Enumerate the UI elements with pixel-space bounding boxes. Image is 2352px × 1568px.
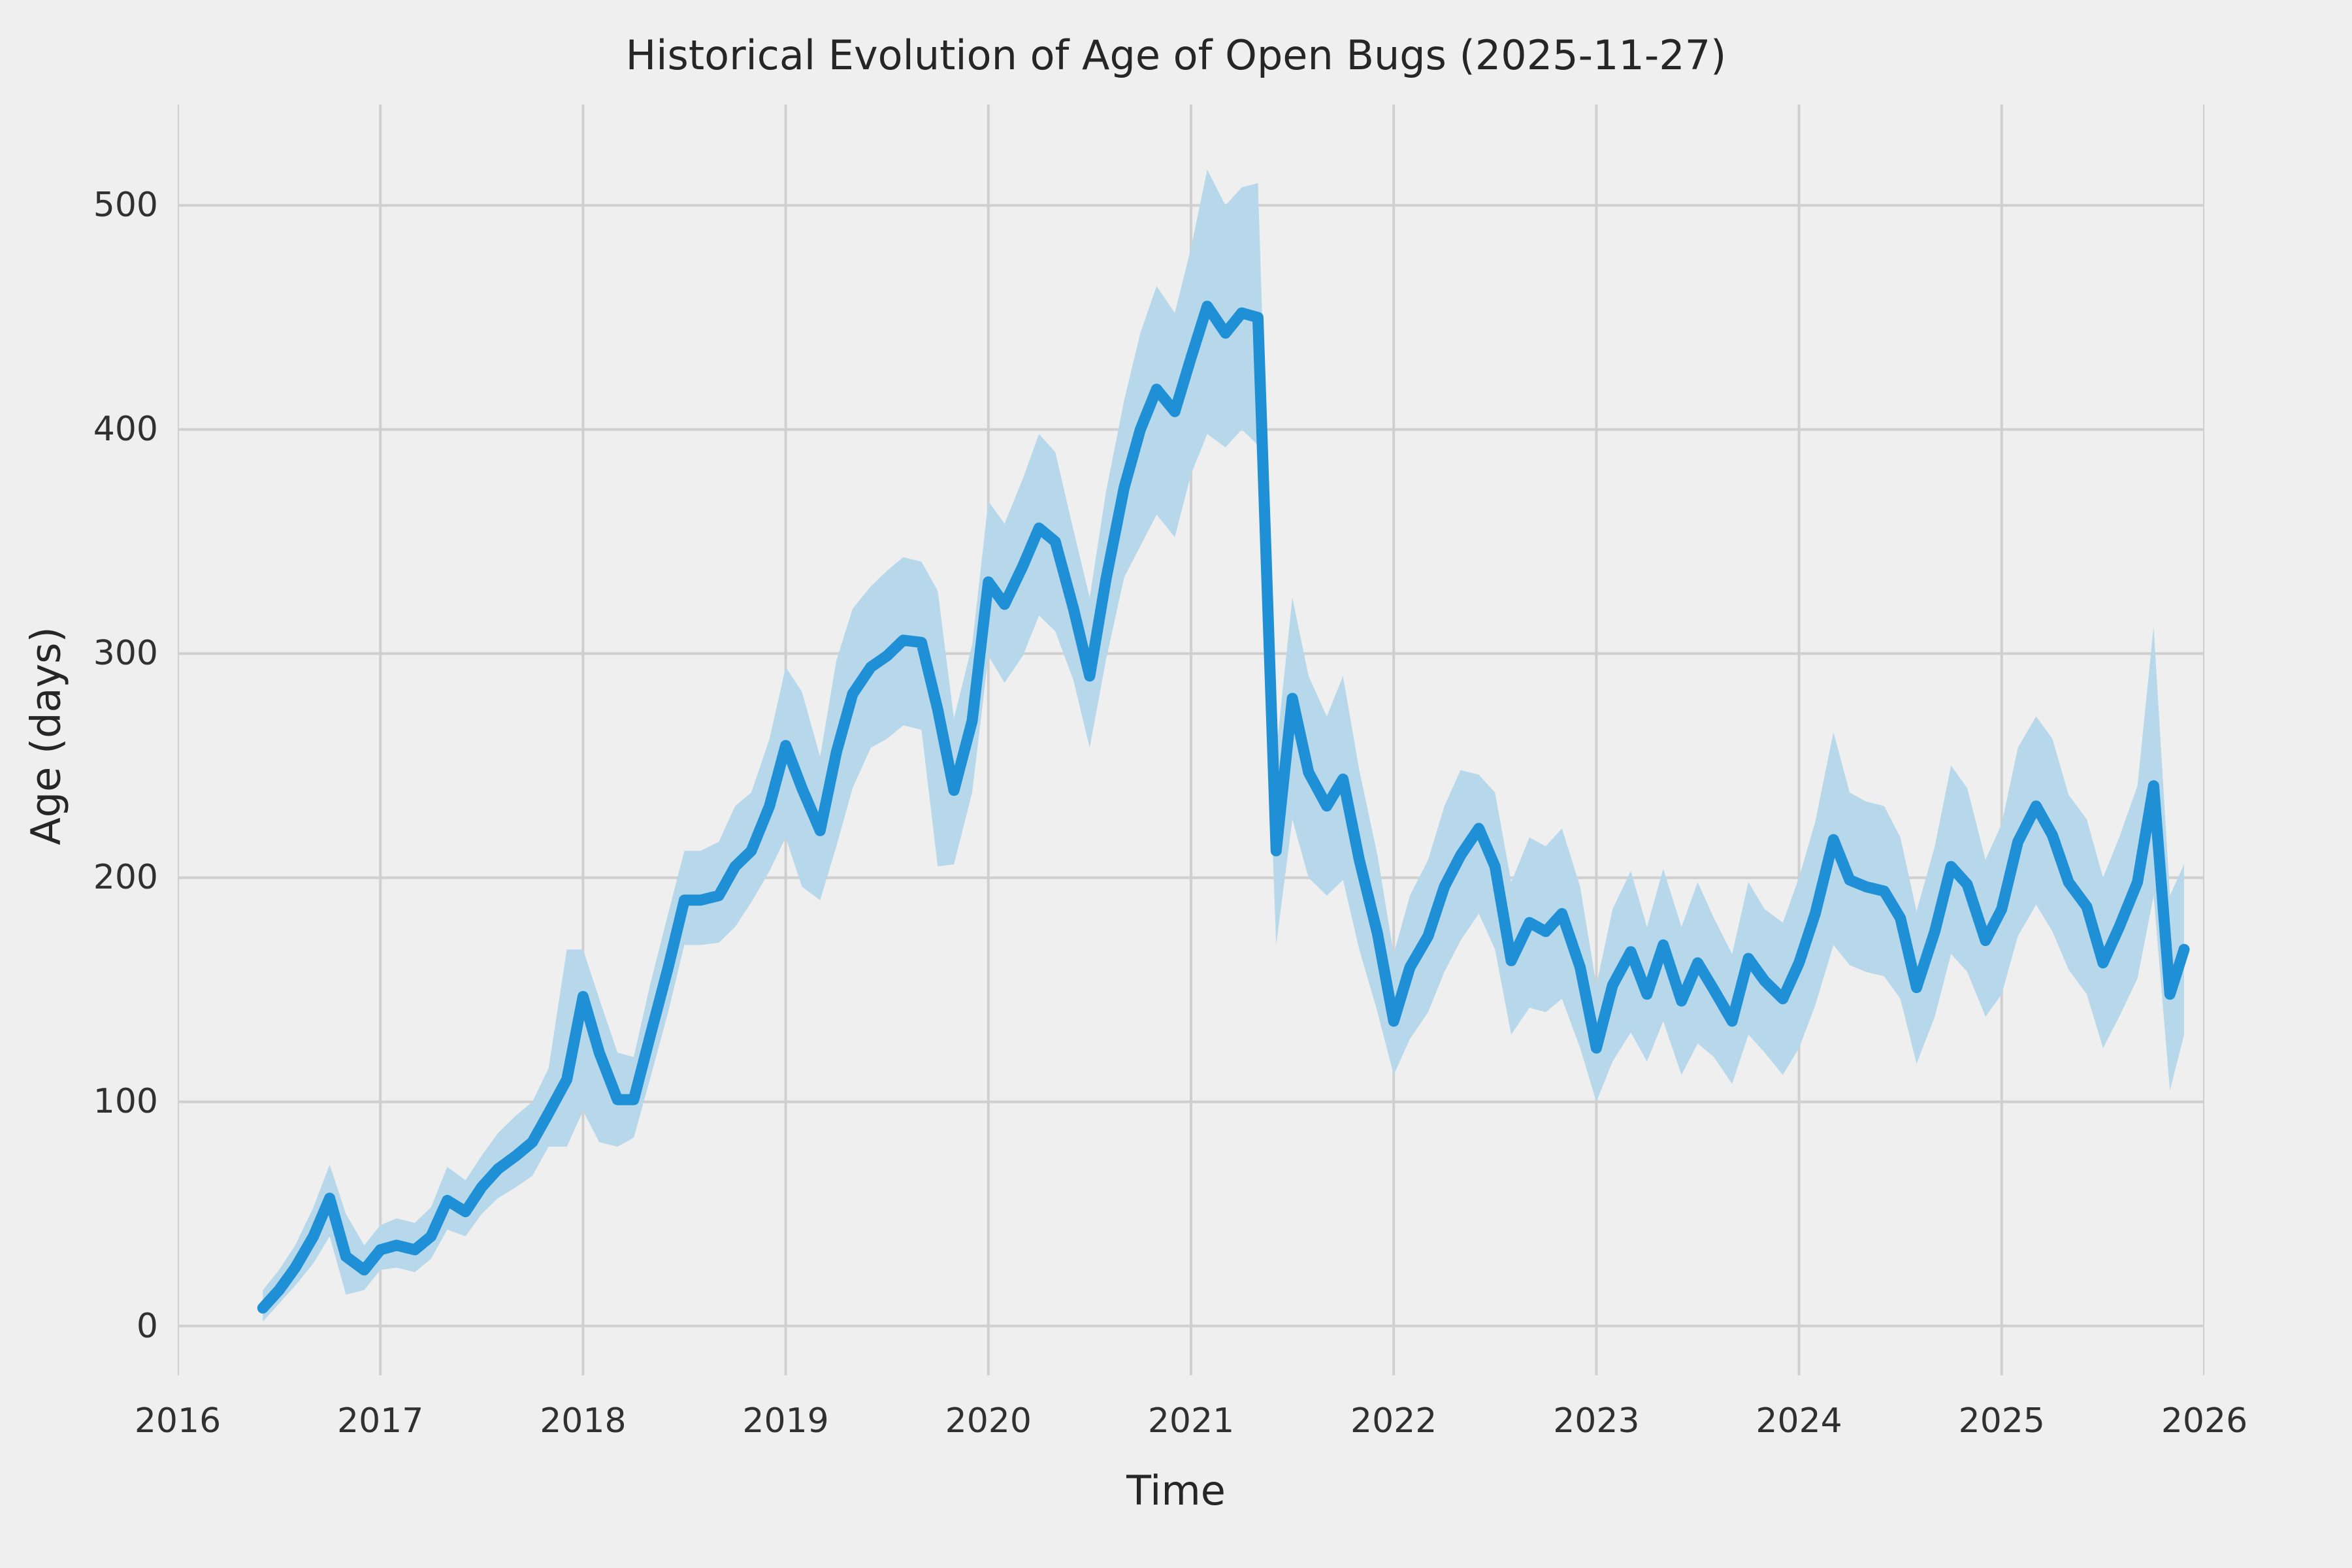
x-tick-label: 2022 [1350,1401,1437,1441]
confidence-band [263,169,2184,1322]
x-tick-label: 2023 [1553,1401,1640,1441]
y-tick-label: 400 [93,410,158,449]
x-tick-label: 2017 [337,1401,424,1441]
confidence-band-path [263,169,2184,1322]
x-tick-label: 2019 [742,1401,829,1441]
plot-svg [178,105,2204,1375]
data-line [257,301,2190,1314]
y-tick-label: 500 [93,186,158,225]
y-axis-label: Age (days) [22,627,70,845]
x-tick-label: 2024 [1756,1401,1842,1441]
x-tick-label: 2025 [1958,1401,2045,1441]
chart-title: Historical Evolution of Age of Open Bugs… [625,31,1727,79]
x-tick-label: 2026 [2161,1401,2248,1441]
x-tick-label: 2020 [945,1401,1032,1441]
x-tick-label: 2021 [1147,1401,1235,1441]
x-axis-label: Time [1126,1467,1226,1514]
series-line-path [257,301,2190,1314]
y-tick-label: 100 [93,1082,158,1122]
x-tick-label: 2018 [540,1401,627,1441]
plot-area [178,105,2204,1375]
y-tick-label: 200 [93,858,158,898]
y-tick-label: 300 [93,634,158,674]
y-tick-label: 0 [136,1306,158,1346]
x-tick-label: 2016 [134,1401,221,1441]
